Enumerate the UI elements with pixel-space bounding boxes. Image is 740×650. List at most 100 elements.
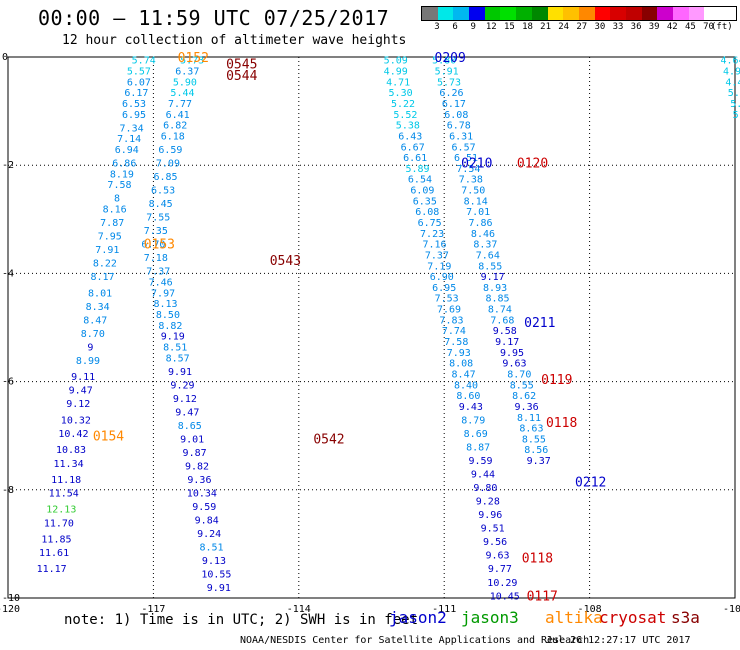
wave-height-label: 7.97: [151, 288, 175, 299]
wave-height-label: 6.53: [122, 99, 146, 110]
wave-height-label: 5.73: [180, 56, 204, 67]
wave-height-label: 11.70: [44, 518, 74, 529]
wave-height-label: 9.80: [473, 483, 497, 494]
wave-height-label: 9.87: [183, 448, 207, 459]
wave-height-label: 7.55: [146, 213, 170, 224]
wave-height-label: 9.56: [483, 537, 507, 548]
wave-height-label: 7.91: [95, 245, 119, 256]
wave-height-label: 8.01: [88, 288, 112, 299]
wave-height-label: 9.59: [192, 502, 216, 513]
wave-height-label: 6.35: [413, 196, 437, 207]
wave-height-label: 6.18: [161, 131, 185, 142]
wave-height-label: 5.30: [389, 88, 413, 99]
wave-height-label: 7.87: [100, 218, 124, 229]
y-tick-label: -8: [2, 485, 14, 496]
color-scale-swatch: [516, 7, 532, 20]
wave-height-label: 6.90: [430, 272, 454, 283]
wave-height-label: 10.83: [56, 445, 86, 456]
pass-time-label: 0118: [546, 416, 577, 431]
pass-time-label: 0119: [541, 373, 572, 388]
color-scale-tick: 9: [470, 22, 476, 32]
color-scale-tick: 15: [503, 22, 515, 32]
wave-height-label: 5.38: [396, 121, 420, 132]
wave-height-label: 8.13: [153, 299, 177, 310]
wave-height-label: 9.84: [195, 516, 219, 527]
wave-height-label: 6.57: [452, 142, 476, 153]
wave-height-label: 7.16: [422, 240, 446, 251]
wave-height-label: 6.78: [447, 121, 471, 132]
color-scale-swatch: [578, 7, 595, 20]
y-tick-label: -4: [2, 268, 14, 279]
wave-height-label: 9.36: [187, 475, 211, 486]
wave-height-label: 10.55: [201, 570, 231, 581]
wave-height-label: 7.54: [456, 164, 480, 175]
wave-height-label: 6.41: [166, 110, 190, 121]
wave-height-label: 6.75: [418, 218, 442, 229]
wave-height-label: 7.77: [168, 99, 192, 110]
wave-height-label: 11.17: [37, 564, 67, 575]
x-tick-label: -117: [141, 604, 165, 615]
wave-height-label: 5.52: [393, 110, 417, 121]
wave-height-label: 5.22: [391, 99, 415, 110]
wave-height-label: 9.91: [168, 367, 192, 378]
wave-height-label: 9.44: [471, 470, 495, 481]
wave-height-label: 9.17: [481, 272, 505, 283]
x-tick-label: -120: [0, 604, 20, 615]
pass-time-label: 0209: [435, 51, 466, 66]
chart-subtitle: 12 hour collection of altimeter wave hei…: [62, 33, 407, 48]
wave-height-label: 8.69: [464, 429, 488, 440]
wave-height-label: 6.59: [158, 145, 182, 156]
color-scale-swatch: [610, 7, 626, 20]
color-scale-tick: 3: [434, 22, 440, 32]
plot-frame: [7, 56, 736, 599]
y-tick-label: -10: [2, 593, 20, 604]
wave-height-label: 9.01: [180, 434, 204, 445]
wave-height-label: 6.08: [415, 207, 439, 218]
wave-height-label: 5.57: [127, 67, 151, 78]
wave-height-label: 7.37: [425, 250, 449, 261]
wave-height-label: 7.95: [98, 232, 122, 243]
generated-timestamp: Jul 26 12:27:17 UTC 2017: [546, 635, 691, 646]
wave-height-label: 8.85: [485, 294, 509, 305]
wave-height-label: 6.09: [410, 186, 434, 197]
wave-height-label: 9.96: [478, 510, 502, 521]
x-tick-label: -114: [287, 604, 311, 615]
wave-height-label: 7.93: [447, 348, 471, 359]
wave-height-label: 9.17: [495, 337, 519, 348]
wave-height-label: 6.85: [153, 172, 177, 183]
pass-time-label: 0120: [517, 156, 548, 171]
wave-height-label: 6.94: [115, 145, 139, 156]
wave-height-label: 9.59: [469, 456, 493, 467]
wave-height-label: 8.87: [466, 443, 490, 454]
wave-height-label: 8.55: [522, 434, 546, 445]
wave-height-label: 8.79: [461, 415, 485, 426]
wave-height-label: 4.98: [723, 67, 740, 78]
wave-height-label: 7.64: [476, 250, 500, 261]
color-scale-tick: 42: [666, 22, 678, 32]
y-tick-label: 0: [2, 52, 8, 63]
wave-height-label: 5.73: [437, 77, 461, 88]
wave-height-label: 9.63: [485, 551, 509, 562]
wave-height-label: 7.58: [107, 180, 131, 191]
pass-time-label: 0211: [524, 316, 555, 331]
wave-height-label: 9.11: [71, 372, 95, 383]
wave-height-label: 9.12: [66, 399, 90, 410]
wave-height-label: 6.37: [175, 67, 199, 78]
wave-height-label: 9.13: [202, 556, 226, 567]
wave-height-label: 6.51: [454, 153, 478, 164]
color-scale-tick: 33: [612, 22, 624, 32]
wave-height-label: 6.53: [151, 186, 175, 197]
color-scale-swatch: [594, 7, 611, 20]
wave-height-label: 7.68: [490, 315, 514, 326]
pass-time-label: 0117: [527, 589, 558, 604]
wave-height-label: 10.45: [490, 591, 520, 602]
color-scale-ticks: 3 6 9 12 15 18 21 24 27 30 33 36 39 42 45 70: [421, 22, 735, 34]
color-scale-swatch: [531, 7, 548, 20]
wave-height-label: 9.47: [175, 407, 199, 418]
chart-title: 00:00 — 11:59 UTC 07/25/2017: [38, 6, 390, 30]
color-scale-swatch: [625, 7, 642, 20]
color-scale-swatch: [657, 7, 673, 20]
wave-height-label: 9.12: [173, 394, 197, 405]
wave-height-label: 5.80: [432, 56, 456, 67]
wave-height-label: 7.86: [469, 218, 493, 229]
